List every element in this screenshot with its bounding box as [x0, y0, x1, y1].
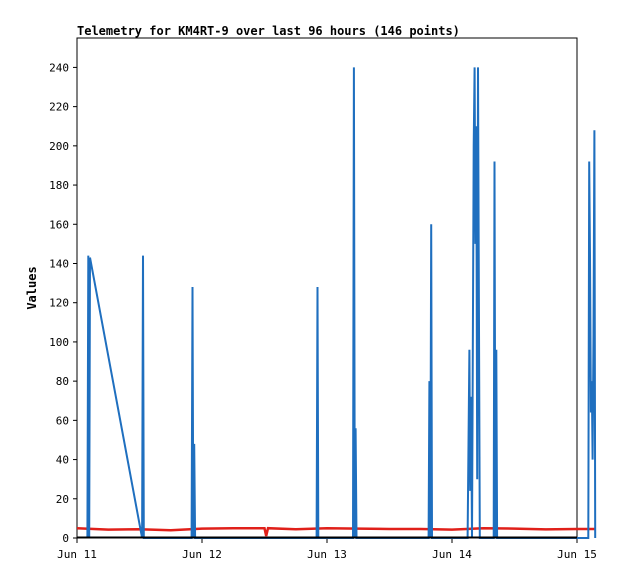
y-tick-label: 240 [49, 61, 69, 74]
series-1-line [86, 67, 597, 539]
y-tick-label: 140 [49, 257, 69, 270]
y-tick-label: 0 [62, 532, 69, 545]
chart-title: Telemetry for KM4RT-9 over last 96 hours… [77, 24, 460, 38]
y-tick-label: 20 [56, 493, 69, 506]
series-layer [76, 67, 597, 539]
y-axis-label: Values [25, 266, 39, 309]
y-tick-label: 180 [49, 179, 69, 192]
x-tick-label: Jun 12 [182, 548, 222, 561]
x-tick-label: Jun 15 [557, 548, 597, 561]
y-tick-label: 120 [49, 297, 69, 310]
series-2-line [76, 526, 596, 537]
y-tick-label: 100 [49, 336, 69, 349]
plot-area-frame [76, 37, 578, 539]
x-axis: Jun 11 Jun 12 Jun 13 Jun 14 Jun 15 [57, 538, 597, 561]
x-tick-label: Jun 14 [432, 548, 472, 561]
y-tick-label: 220 [49, 101, 69, 114]
x-tick-label: Jun 11 [57, 548, 97, 561]
x-tick-label: Jun 13 [307, 548, 347, 561]
y-tick-label: 80 [56, 375, 69, 388]
y-axis: 0 20 40 60 80 100 120 140 160 180 200 220 240 [49, 61, 77, 545]
y-tick-label: 160 [49, 218, 69, 231]
y-tick-label: 40 [56, 454, 69, 467]
y-tick-label: 60 [56, 414, 69, 427]
y-tick-label: 200 [49, 140, 69, 153]
